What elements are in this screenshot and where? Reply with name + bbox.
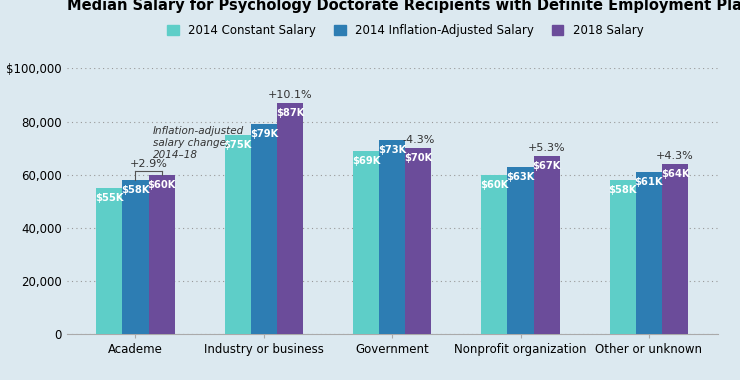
Bar <box>149 175 175 334</box>
Text: $79K: $79K <box>249 129 278 139</box>
Bar <box>534 156 560 334</box>
Bar <box>224 135 251 334</box>
Text: +4.3%: +4.3% <box>656 151 694 161</box>
Text: +10.1%: +10.1% <box>268 90 312 100</box>
Text: $75K: $75K <box>223 140 252 150</box>
Text: $87K: $87K <box>276 108 304 118</box>
Text: Inflation-adjusted
salary change,
2014–18: Inflation-adjusted salary change, 2014–1… <box>152 126 243 160</box>
Text: $63K: $63K <box>506 172 535 182</box>
Bar <box>277 103 303 334</box>
Text: $58K: $58K <box>121 185 149 195</box>
Bar <box>662 164 688 334</box>
Text: $70K: $70K <box>404 153 432 163</box>
Text: $55K: $55K <box>95 193 124 203</box>
Text: -4.3%: -4.3% <box>403 135 434 145</box>
Legend: 2014 Constant Salary, 2014 Inflation-Adjusted Salary, 2018 Salary: 2014 Constant Salary, 2014 Inflation-Adj… <box>167 24 644 37</box>
Text: $58K: $58K <box>608 185 637 195</box>
Bar <box>122 180 149 334</box>
Bar <box>508 167 534 334</box>
Text: $61K: $61K <box>635 177 663 187</box>
Bar <box>636 172 662 334</box>
Bar <box>379 140 406 334</box>
Text: +2.9%: +2.9% <box>130 159 167 169</box>
Text: +5.3%: +5.3% <box>528 143 565 153</box>
Text: $60K: $60K <box>480 180 508 190</box>
Bar <box>96 188 122 334</box>
Text: $67K: $67K <box>533 161 561 171</box>
Text: $73K: $73K <box>378 145 406 155</box>
Text: $60K: $60K <box>147 180 176 190</box>
Bar <box>610 180 636 334</box>
Bar <box>406 148 431 334</box>
Bar <box>353 151 379 334</box>
Text: $69K: $69K <box>352 156 380 166</box>
Bar <box>481 175 508 334</box>
Text: $64K: $64K <box>661 169 690 179</box>
Text: Median Salary for Psychology Doctorate Recipients with Definite Employment Plans: Median Salary for Psychology Doctorate R… <box>67 0 740 13</box>
Bar <box>251 124 277 334</box>
